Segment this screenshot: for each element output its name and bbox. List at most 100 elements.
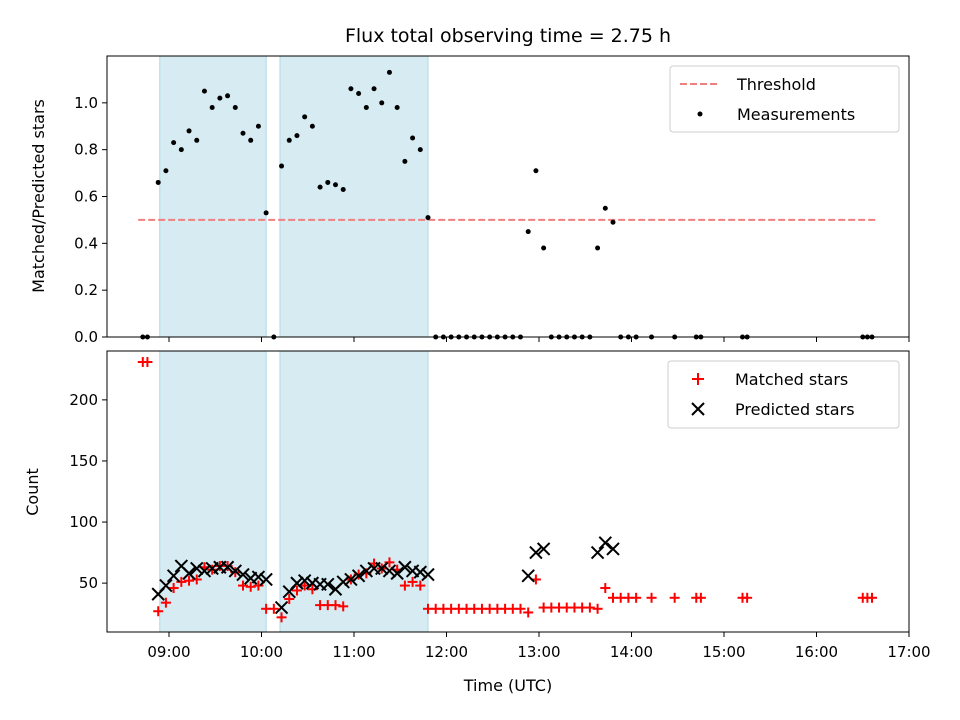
matched-star-point [245, 581, 256, 592]
measurement-point [248, 137, 254, 143]
matched-star-point [399, 580, 410, 591]
measurement-point [363, 105, 369, 111]
measurement-point [425, 215, 431, 221]
matched-star-point [284, 594, 295, 605]
legend-matched-swatch [692, 373, 704, 385]
matched-star-point [153, 606, 164, 617]
matched-star-point [407, 576, 418, 587]
predicted-stars-series [151, 536, 620, 615]
predicted-star-point [521, 569, 535, 583]
measurement-point [225, 93, 231, 99]
measurement-point [217, 95, 223, 101]
x-tick-label: 10:00 [240, 643, 283, 661]
measurement-point [325, 179, 331, 185]
measurement-point [541, 245, 547, 251]
matched-star-point [415, 580, 426, 591]
measurement-point [194, 137, 200, 143]
matched-star-point [742, 592, 753, 603]
matched-star-point [268, 603, 279, 614]
predicted-star-point [182, 566, 196, 581]
matched-star-point [184, 575, 195, 586]
measurement-point [286, 137, 292, 143]
x-tick-label: 13:00 [517, 643, 560, 661]
predicted-star-point [159, 578, 173, 593]
matched-star-point [253, 580, 264, 591]
matched-star-point [299, 580, 310, 591]
predicted-star-point [190, 561, 204, 576]
matched-star-point [669, 592, 680, 603]
matched-star-point [600, 583, 611, 594]
predicted-star-point [398, 560, 412, 574]
predicted-star-point [336, 575, 350, 589]
measurement-point [209, 105, 215, 111]
predicted-star-point [598, 536, 612, 550]
matched-star-point [276, 612, 287, 623]
measurement-point [279, 163, 285, 169]
bottom-plot-frame [106, 350, 910, 633]
legend-matched-label: Matched stars [735, 370, 848, 389]
bottom-x-axis: 09:00 10:00 11:00 12:00 13:00 14:00 15:00 16:00… [147, 632, 931, 661]
predicted-star-point [421, 567, 435, 582]
top-panel: 0.0 0.2 0.4 0.6 0.8 1.0 Matched/Predicted sta… [29, 55, 910, 346]
bottom-y-axis-label: Count [23, 468, 42, 516]
top-shaded-intervals [159, 55, 429, 338]
predicted-star-point [297, 573, 312, 588]
predicted-star-point [351, 569, 366, 583]
measurement-point [356, 90, 362, 96]
x-tick-label: 12:00 [425, 643, 468, 661]
x-tick-label: 11:00 [332, 643, 375, 661]
matched-star-point [142, 356, 153, 367]
matched-star-point [176, 576, 187, 587]
top-y-axis-label: Matched/Predicted stars [29, 99, 48, 293]
bottom-y-tick-label: 50 [79, 574, 98, 592]
predicted-star-point [606, 542, 620, 556]
predicted-star-point [236, 567, 250, 582]
predicted-star-point [274, 600, 289, 615]
observing-interval-1 [159, 55, 267, 338]
measurement-point [371, 86, 377, 92]
matched-star-point [584, 602, 595, 613]
legend-predicted-swatch [691, 402, 705, 416]
bottom-legend-box [667, 360, 900, 429]
measurement-point [163, 168, 169, 174]
bottom-legend: Matched stars Predicted stars [667, 360, 900, 429]
predicted-star-point [590, 545, 605, 560]
top-y-tick-label: 0.0 [74, 328, 98, 346]
measurement-point [317, 184, 323, 190]
measurement-point [533, 168, 539, 174]
matched-star-point [338, 601, 349, 612]
measurement-point [410, 135, 416, 141]
predicted-star-point [529, 545, 543, 560]
predicted-star-point [259, 572, 273, 587]
bottom-y-tick-label: 200 [69, 391, 98, 409]
measurement-point [201, 88, 207, 94]
observing-interval-1 [159, 350, 267, 633]
predicted-star-point [359, 564, 374, 578]
measurement-point [309, 123, 315, 129]
predicted-star-point [220, 560, 235, 574]
measurement-point [178, 147, 184, 153]
measurement-point [294, 133, 300, 139]
top-y-axis: 0.0 0.2 0.4 0.6 0.8 1.0 [74, 94, 107, 346]
matched-star-point [515, 603, 526, 614]
legend-threshold-label: Threshold [736, 75, 816, 94]
x-tick-label: 17:00 [887, 643, 930, 661]
matched-star-point [291, 585, 302, 596]
measurement-point [155, 179, 161, 185]
predicted-star-point [344, 572, 358, 587]
x-tick-label: 15:00 [702, 643, 745, 661]
matched-star-point [191, 574, 202, 585]
measurement-point [348, 86, 354, 92]
predicted-star-point [321, 577, 335, 592]
matched-star-point [592, 603, 603, 614]
matched-star-point [168, 583, 179, 594]
top-y-tick-label: 0.6 [74, 188, 98, 206]
measurement-point [595, 245, 601, 251]
measurement-point [333, 182, 338, 188]
top-y-tick-label: 0.2 [74, 281, 98, 299]
measurement-point [263, 210, 269, 216]
predicted-star-point [251, 570, 266, 584]
measurement-point [402, 158, 408, 164]
legend-measurements-swatch [697, 111, 703, 117]
